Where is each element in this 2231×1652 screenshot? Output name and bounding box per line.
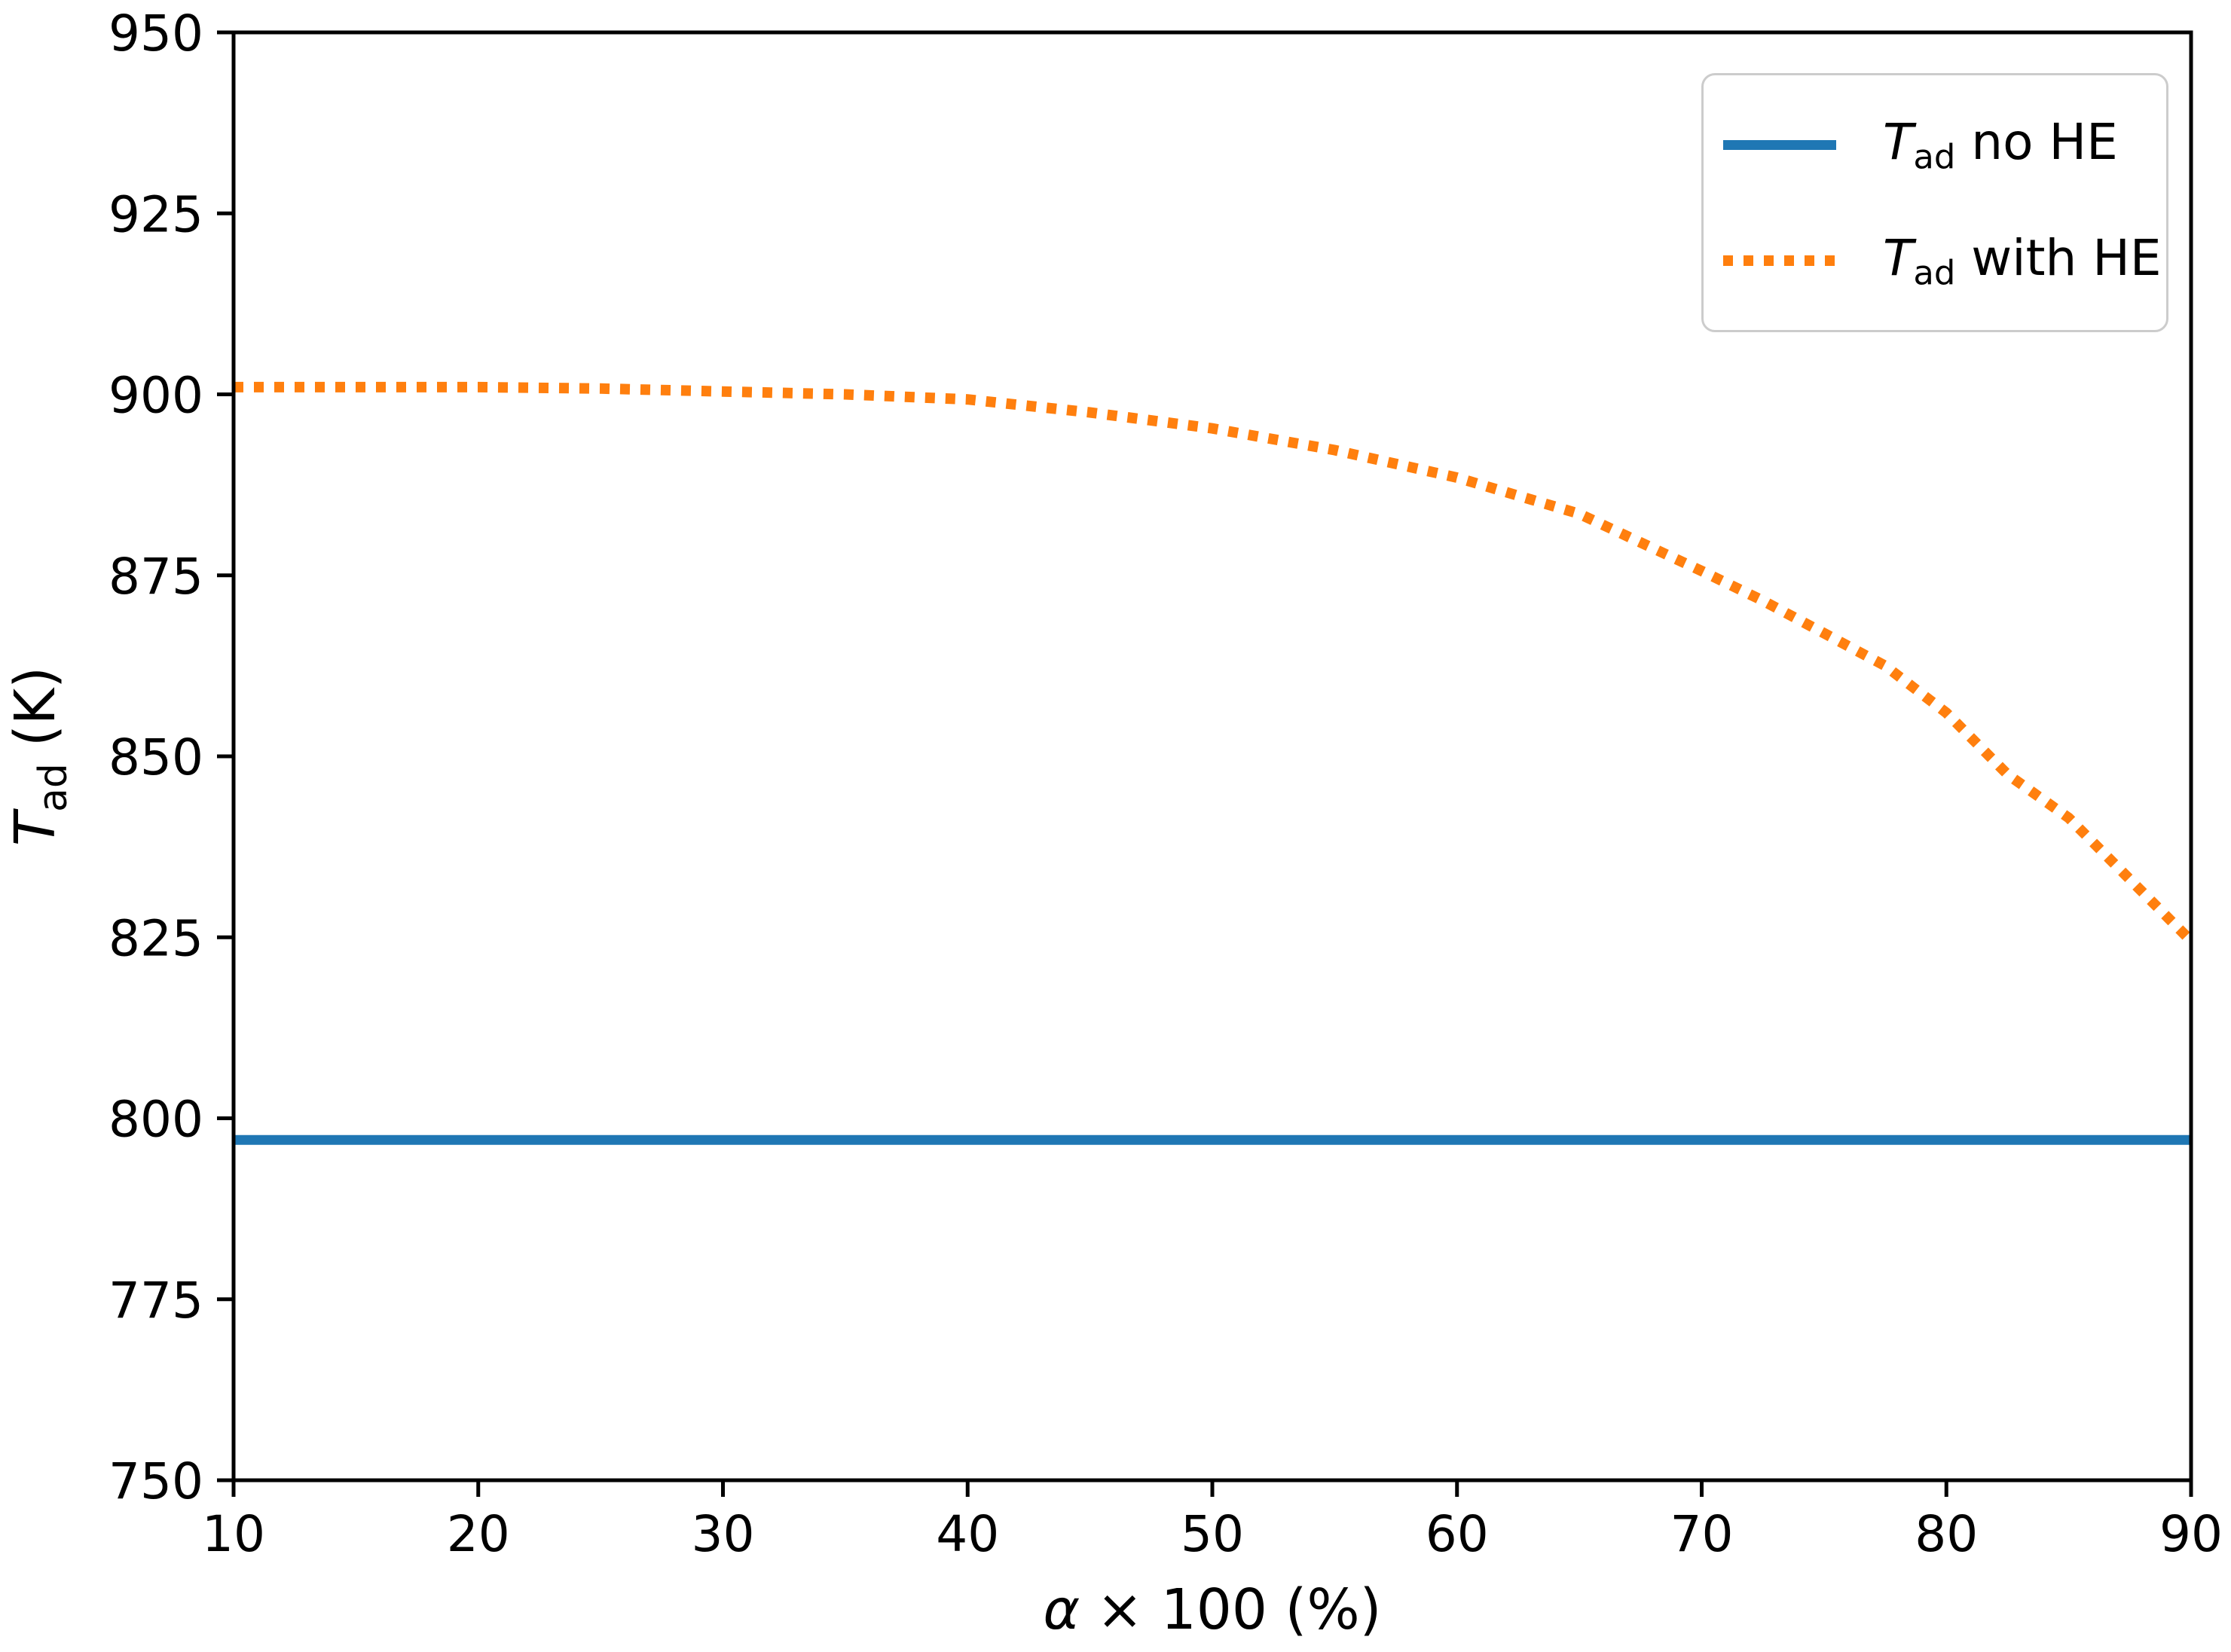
x-tick-label: 50 xyxy=(1181,1505,1244,1563)
plot-spines xyxy=(231,30,2193,1483)
x-tick-label: 10 xyxy=(202,1505,265,1563)
y-tick-label: 825 xyxy=(108,909,203,967)
y-tick-label: 800 xyxy=(108,1091,203,1149)
x-tick-label: 60 xyxy=(1426,1505,1489,1563)
x-axis-label: α × 100 (%) xyxy=(1043,1577,1381,1642)
y-tick-label: 850 xyxy=(108,728,203,786)
x-tick-label: 90 xyxy=(2159,1505,2223,1563)
series-line-1 xyxy=(234,381,2195,945)
x-tick-label: 40 xyxy=(936,1505,999,1563)
legend-label: Tad no HE xyxy=(1883,112,2118,177)
x-tick-label: 20 xyxy=(447,1505,510,1563)
x-tick-label: 70 xyxy=(1670,1505,1734,1563)
legend-label: Tad with HE xyxy=(1883,228,2162,293)
legend-sample-dotted-line xyxy=(1723,255,1836,266)
legend-item-with-he: Tad with HE xyxy=(1723,215,2166,306)
y-tick-label: 775 xyxy=(108,1272,203,1330)
y-axis-label: Tad(K) xyxy=(3,667,76,846)
y-tick-label: 900 xyxy=(108,367,203,425)
series-layer xyxy=(234,381,2195,1145)
legend-sample-solid-line xyxy=(1723,139,1836,150)
tick-layer: 750 775 800 825 850 875 900 925 950 10 20 30 40 50 60 7… xyxy=(108,5,2223,1563)
y-tick-label: 925 xyxy=(108,185,203,243)
legend-box: Tad no HE Tad with HE xyxy=(1701,73,2168,332)
y-tick-label: 950 xyxy=(108,5,203,63)
x-tick-label: 80 xyxy=(1915,1505,1978,1563)
y-tick-label: 750 xyxy=(108,1452,203,1510)
y-tick-label: 875 xyxy=(108,548,203,606)
x-tick-label: 30 xyxy=(692,1505,755,1563)
legend-item-no-he: Tad no HE xyxy=(1723,99,2166,190)
